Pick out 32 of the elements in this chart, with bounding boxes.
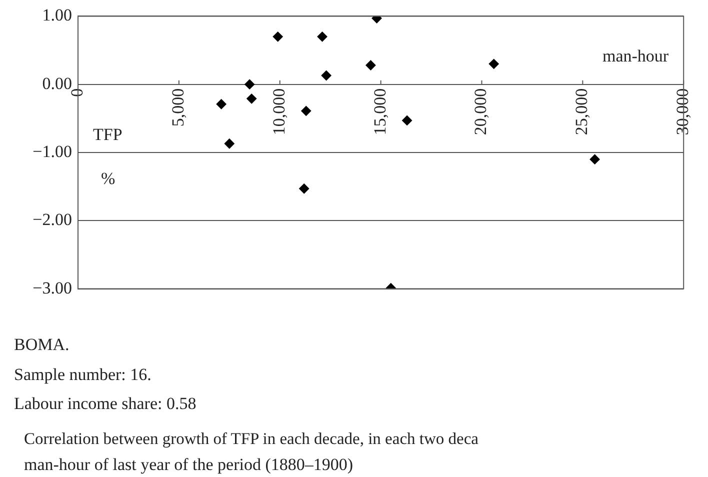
y-tick-label: −2.00 (32, 210, 72, 230)
text: Correlation between growth of TFP in each decade, in each two deca (24, 429, 478, 449)
y-tick-label: 1.00 (42, 6, 72, 25)
y-tick-label: 0.00 (42, 74, 72, 93)
x-tick-label: 5,000 (168, 88, 188, 127)
y-axis-title: TFP (93, 124, 122, 144)
point (299, 184, 310, 194)
point (366, 60, 376, 70)
y-tick-label: −3.00 (32, 278, 72, 298)
x-tick-label: 20,000 (471, 88, 490, 136)
point (246, 94, 257, 104)
text: BOMA. (14, 335, 70, 355)
point (272, 32, 283, 42)
point (301, 106, 312, 116)
y-tick-label: −1.00 (32, 142, 72, 161)
point (317, 32, 328, 42)
point (224, 138, 234, 149)
text: Labour income share: 0.58 (14, 394, 196, 414)
point (402, 115, 412, 126)
point (244, 79, 255, 90)
point (590, 154, 600, 164)
x-tick-label: 15,000 (370, 88, 390, 136)
point (488, 58, 499, 69)
text: Sample number: 16. (14, 365, 152, 385)
point (321, 70, 332, 80)
x-tick-label: 30,000 (673, 88, 692, 136)
annotation: % (101, 169, 116, 188)
text: man-hour of last year of the period (1880–1900) (24, 455, 354, 475)
x-tick-label: 10,000 (269, 88, 288, 136)
x-tick-label: 25,000 (572, 88, 592, 136)
point (216, 99, 226, 110)
x-axis-title: man-hour (602, 46, 669, 66)
